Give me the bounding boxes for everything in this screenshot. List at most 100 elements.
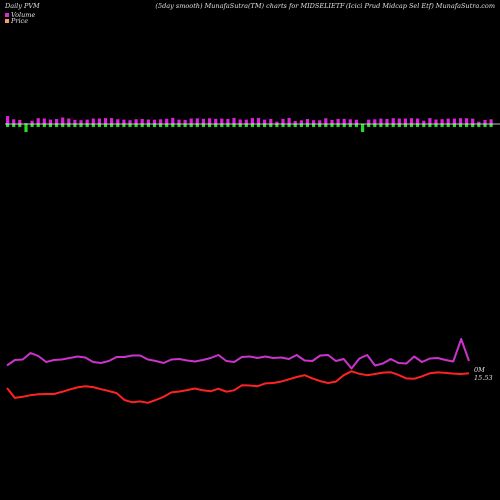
volume-bar-down [403, 124, 407, 127]
legend-swatch-price [5, 19, 9, 23]
volume-bar-up [416, 118, 420, 124]
volume-bar-down [440, 124, 444, 127]
volume-bar-up [465, 118, 469, 124]
volume-bar-up [250, 118, 254, 124]
volume-bar-up [452, 118, 456, 124]
volume-bar-down [177, 124, 181, 127]
volume-bar-up [214, 118, 218, 124]
volume-bar-down [385, 124, 389, 127]
volume-bar-down [256, 124, 261, 127]
volume-bar-up [122, 119, 126, 124]
volume-bar-up [67, 118, 71, 124]
volume-bar-up [159, 119, 163, 124]
volume-bar-down [275, 124, 279, 127]
volume-bar-down [128, 124, 132, 127]
volume-bar-down [103, 124, 108, 127]
volume-bar-up [91, 118, 95, 124]
volume-bar-up [103, 118, 108, 124]
volume-bar-up [281, 118, 285, 124]
volume-bar-down [397, 124, 401, 127]
volume-bar-up [471, 118, 475, 124]
volume-bar-down [61, 124, 65, 127]
volume-bar-down [367, 124, 371, 127]
volume-bar-down [208, 124, 212, 127]
volume-bar-down [226, 124, 230, 127]
volume-bar-down [342, 124, 346, 127]
volume-bar-up [97, 118, 101, 124]
volume-bar-down [42, 124, 46, 127]
volume-bar-down [305, 124, 310, 127]
chart-title: (5day smooth) MunafaSutra(TM) charts for… [155, 2, 345, 10]
volume-bar-up [348, 119, 352, 124]
volume-bar-down [30, 124, 34, 127]
volume-bar-up [110, 118, 114, 124]
volume-bar-up [305, 119, 310, 124]
volume-bar-down [18, 124, 22, 127]
volume-bar-up [256, 117, 261, 124]
volume-bar-down [452, 124, 456, 127]
volume-bar-up [409, 118, 414, 124]
volume-bar-up [85, 119, 89, 124]
volume-bar-down [24, 124, 28, 132]
volume-bar-up [128, 120, 132, 124]
volume-bar-down [281, 124, 285, 127]
volume-bar-up [275, 121, 279, 124]
volume-bar-down [330, 124, 334, 127]
volume-bar-up [489, 119, 493, 124]
volume-bar-up [342, 118, 346, 124]
volume-bar-down [361, 124, 365, 132]
volume-bar-down [293, 124, 297, 127]
volume-bar-down [238, 124, 242, 127]
volume-bar-down [336, 124, 340, 127]
volume-bar-up [403, 118, 407, 124]
volume-bar-down [409, 124, 414, 127]
volume-bar-down [36, 124, 40, 127]
volume-bar-up [391, 118, 395, 124]
legend-label-price: Price [10, 17, 28, 25]
volume-bar-down [48, 124, 52, 127]
volume-bar-down [12, 124, 16, 127]
volume-bar-down [348, 124, 352, 127]
volume-bar-up [232, 117, 236, 124]
volume-bar-down [91, 124, 95, 127]
volume-bar-up [440, 119, 444, 124]
volume-bar-down [79, 124, 83, 127]
volume-bar-up [287, 117, 291, 124]
volume-bar-down [458, 124, 463, 127]
volume-bar-down [85, 124, 89, 127]
volume-bar-down [446, 124, 450, 127]
volume-bar-up [6, 116, 10, 124]
volume-bar-up [244, 119, 248, 124]
volume-bar-down [373, 124, 377, 127]
volume-bar-down [146, 124, 150, 127]
volume-bar-down [471, 124, 475, 127]
volume-bar-down [232, 124, 236, 127]
volume-bar-up [165, 118, 169, 124]
volume-bar-down [287, 124, 291, 127]
volume-bar-up [379, 118, 383, 124]
volume-bar-up [177, 119, 181, 124]
volume-bar-up [55, 119, 59, 124]
volume-bar-up [428, 118, 432, 124]
volume-bar-down [324, 124, 328, 127]
price-end-label: 15.53 [474, 374, 493, 382]
volume-bar-down [201, 124, 205, 127]
chart-label-left: Daily PVM [4, 2, 40, 10]
volume-bar-down [391, 124, 395, 127]
volume-bar-up [458, 118, 463, 124]
volume-bar-up [397, 118, 401, 124]
volume-bar-down [73, 124, 77, 127]
volume-bar-down [97, 124, 101, 127]
volume-bar-up [354, 119, 358, 124]
volume-bar-down [195, 124, 199, 127]
volume-bar-up [434, 119, 438, 124]
volume-bar-up [146, 119, 150, 124]
volume-bar-up [140, 119, 144, 124]
volume-bar-up [263, 119, 267, 124]
volume-bar-up [208, 118, 212, 124]
volume-bar-up [61, 117, 65, 124]
volume-bar-down [244, 124, 248, 127]
volume-bar-down [477, 124, 481, 127]
volume-bar-down [483, 124, 487, 127]
